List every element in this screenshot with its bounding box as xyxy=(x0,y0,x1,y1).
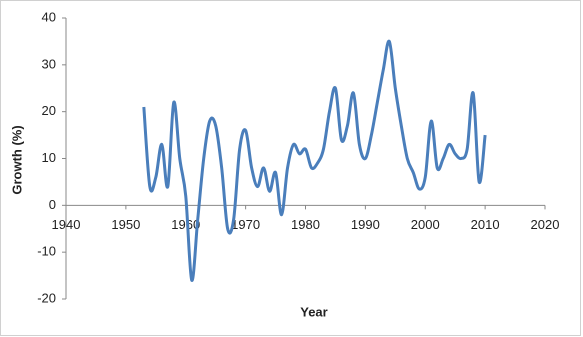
y-tick-label: 20 xyxy=(42,103,56,118)
y-tick-label: -10 xyxy=(37,244,56,259)
x-tick-label: 2010 xyxy=(471,217,500,232)
y-tick-label: 40 xyxy=(42,9,56,24)
y-axis-title: Growth (%) xyxy=(9,125,24,194)
x-axis-title: Year xyxy=(300,304,327,319)
x-tick-label: 2000 xyxy=(411,217,440,232)
x-tick-label: 1990 xyxy=(351,217,380,232)
x-tick-label: 2020 xyxy=(531,217,560,232)
y-tick-label: 0 xyxy=(49,197,56,212)
y-tick-label: 30 xyxy=(42,56,56,71)
data-line xyxy=(142,39,487,282)
x-tick-label: 1950 xyxy=(111,217,140,232)
x-tick-label: 1940 xyxy=(52,217,81,232)
y-tick-label: 10 xyxy=(42,150,56,165)
y-tick-label: -20 xyxy=(37,290,56,305)
x-tick-label: 1970 xyxy=(231,217,260,232)
x-tick-label: 1960 xyxy=(171,217,200,232)
x-tick-label: 1980 xyxy=(291,217,320,232)
